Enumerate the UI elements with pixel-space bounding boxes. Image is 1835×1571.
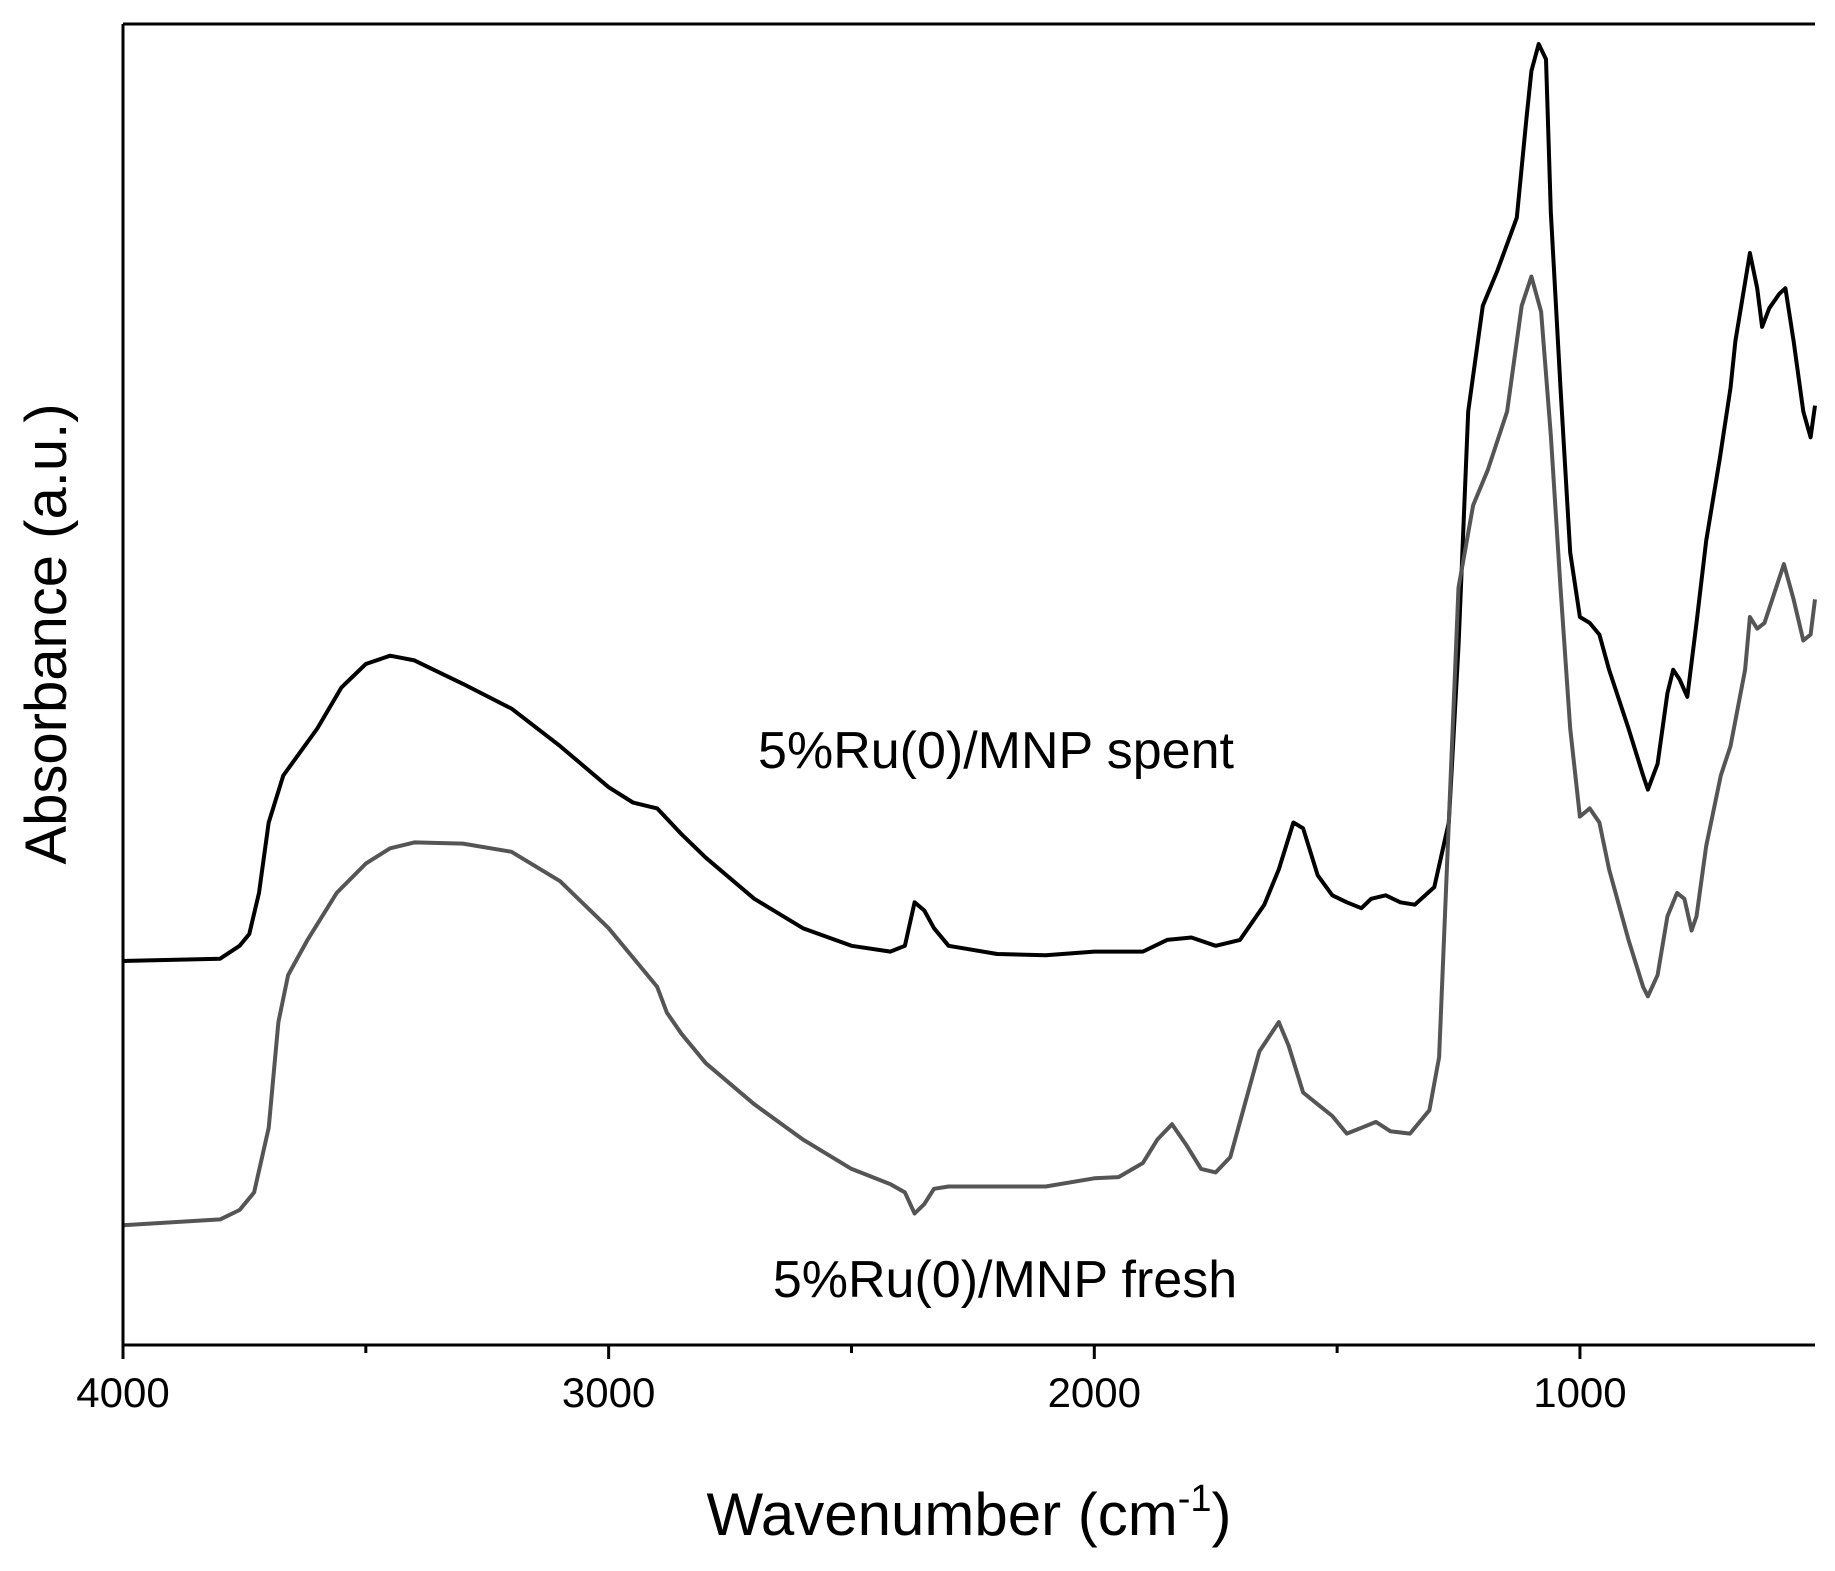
- x-tick-label: 3000: [562, 1369, 655, 1416]
- spectrum-line: [122, 42, 1817, 963]
- x-tick-label: 4000: [76, 1369, 169, 1416]
- annotation: 5%Ru(0)/MNP spent: [758, 722, 1234, 780]
- spectrum-line: [122, 274, 1817, 1228]
- x-axis-title: Wavenumber (cm-1): [707, 1478, 1232, 1548]
- x-tick-label: 1000: [1533, 1369, 1626, 1416]
- annotation: 5%Ru(0)/MNP fresh: [773, 1251, 1237, 1309]
- y-axis-title: Absorbance (a.u.): [14, 403, 79, 864]
- x-axis-title-end: ): [1212, 1481, 1232, 1548]
- x-axis-title-sup: -1: [1178, 1478, 1212, 1520]
- x-tick-label: 2000: [1048, 1369, 1141, 1416]
- x-axis-title-main: Wavenumber (cm: [707, 1481, 1178, 1548]
